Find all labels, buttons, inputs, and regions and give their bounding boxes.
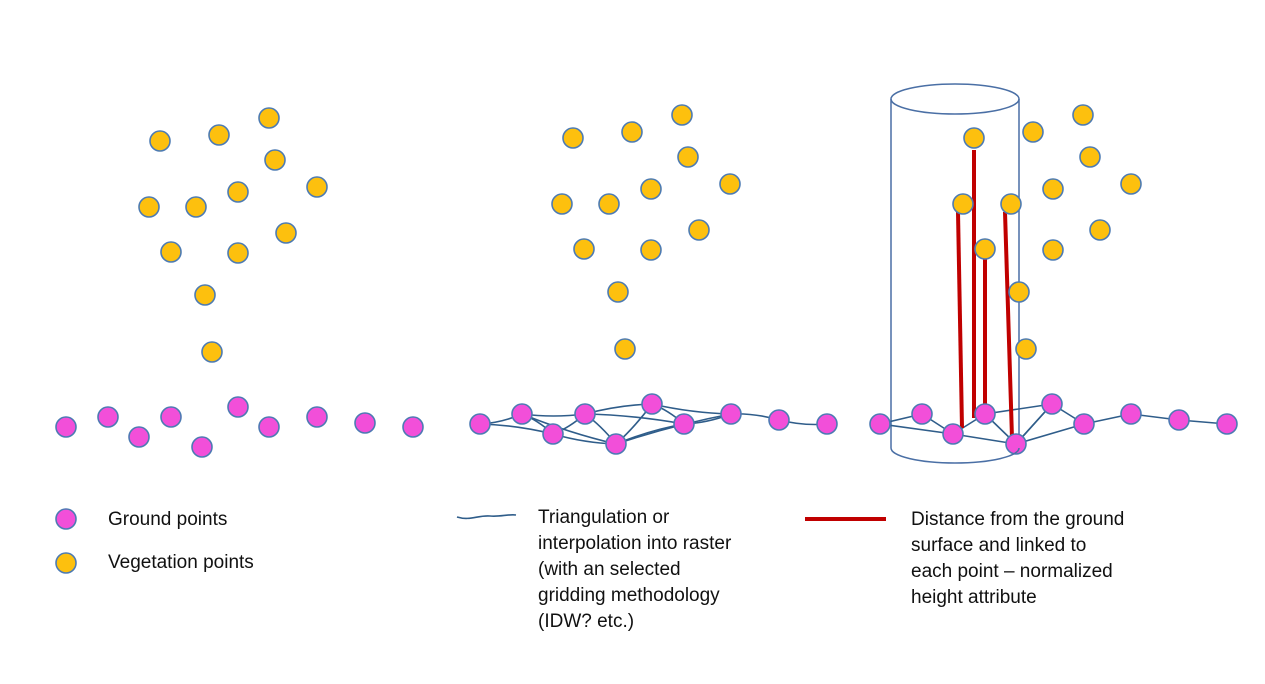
ground-point <box>605 433 627 455</box>
mesh-edge <box>984 403 1053 415</box>
vegetation-point <box>688 219 710 241</box>
legend-ground-point-icon <box>55 508 77 530</box>
vegetation-point <box>185 196 207 218</box>
normalized-height-lines <box>956 150 1014 439</box>
ground-point <box>673 413 695 435</box>
vegetation-point <box>194 284 216 306</box>
vegetation-point <box>201 341 223 363</box>
ground-point <box>128 426 150 448</box>
vegetation-point <box>1042 239 1064 261</box>
ground-point <box>227 396 249 418</box>
legend-triangulation-label: Triangulation or interpolation into rast… <box>538 507 732 632</box>
ground-point <box>974 403 996 425</box>
vegetation-point <box>1042 178 1064 200</box>
vegetation-point <box>1120 173 1142 195</box>
legend-vegetation-point-icon <box>55 552 77 574</box>
ground-point <box>258 416 280 438</box>
ground-point <box>720 403 742 425</box>
vegetation-point <box>208 124 230 146</box>
ground-point <box>511 403 533 425</box>
ground-point <box>1216 413 1238 435</box>
legend-distance-label: Distance from the ground surface and lin… <box>911 509 1125 608</box>
vegetation-point <box>551 193 573 215</box>
legend-mesh-line-icon <box>456 513 517 520</box>
vegetation-point <box>671 104 693 126</box>
vegetation-point <box>1079 146 1101 168</box>
vegetation-point <box>1015 338 1037 360</box>
ground-point <box>869 413 891 435</box>
vegetation-point <box>963 127 985 149</box>
ground-point <box>574 403 596 425</box>
vegetation-point <box>598 193 620 215</box>
ground-point <box>160 406 182 428</box>
vegetation-point <box>974 238 996 260</box>
vegetation-point <box>640 239 662 261</box>
ground-point <box>354 412 376 434</box>
mesh-edge <box>615 413 732 445</box>
height-line <box>956 211 964 429</box>
vegetation-point <box>1000 193 1022 215</box>
ground-point <box>469 413 491 435</box>
vegetation-point <box>275 222 297 244</box>
ground-point <box>1005 433 1027 455</box>
vegetation-point <box>719 173 741 195</box>
vegetation-point <box>160 241 182 263</box>
ground-point <box>97 406 119 428</box>
ground-point <box>402 416 424 438</box>
vegetation-point <box>227 181 249 203</box>
ground-point <box>191 436 213 458</box>
ground-point <box>1120 403 1142 425</box>
ground-point <box>641 393 663 415</box>
vegetation-point <box>258 107 280 129</box>
vegetation-point <box>573 238 595 260</box>
ground-point <box>911 403 933 425</box>
ground-point <box>816 413 838 435</box>
vegetation-point <box>621 121 643 143</box>
ground-point <box>768 409 790 431</box>
ground-point <box>306 406 328 428</box>
ground-point <box>1073 413 1095 435</box>
vegetation-point <box>562 127 584 149</box>
vegetation-point <box>138 196 160 218</box>
height-line <box>1003 211 1014 439</box>
vegetation-point <box>640 178 662 200</box>
vegetation-point <box>1089 219 1111 241</box>
point-cloud <box>55 104 1238 458</box>
ground-point <box>55 416 77 438</box>
vegetation-point <box>677 146 699 168</box>
ground-point <box>1041 393 1063 415</box>
vegetation-point <box>952 193 974 215</box>
ground-point <box>942 423 964 445</box>
ground-point <box>1168 409 1190 431</box>
mesh-edge <box>584 413 685 425</box>
vegetation-point <box>607 281 629 303</box>
vegetation-point <box>264 149 286 171</box>
vegetation-point <box>306 176 328 198</box>
cylinder-back <box>890 83 1020 448</box>
vegetation-point <box>1022 121 1044 143</box>
vegetation-point <box>1008 281 1030 303</box>
vegetation-point <box>614 338 636 360</box>
legend-ground-label: Ground points <box>108 509 228 530</box>
vegetation-point <box>227 242 249 264</box>
cylinder-bottom <box>890 447 1020 464</box>
mesh-edge <box>1015 423 1085 445</box>
legend-vegetation-label: Vegetation points <box>108 552 254 573</box>
ground-point <box>542 423 564 445</box>
vegetation-point <box>1072 104 1094 126</box>
mesh-edge <box>879 423 954 435</box>
vegetation-point <box>149 130 171 152</box>
